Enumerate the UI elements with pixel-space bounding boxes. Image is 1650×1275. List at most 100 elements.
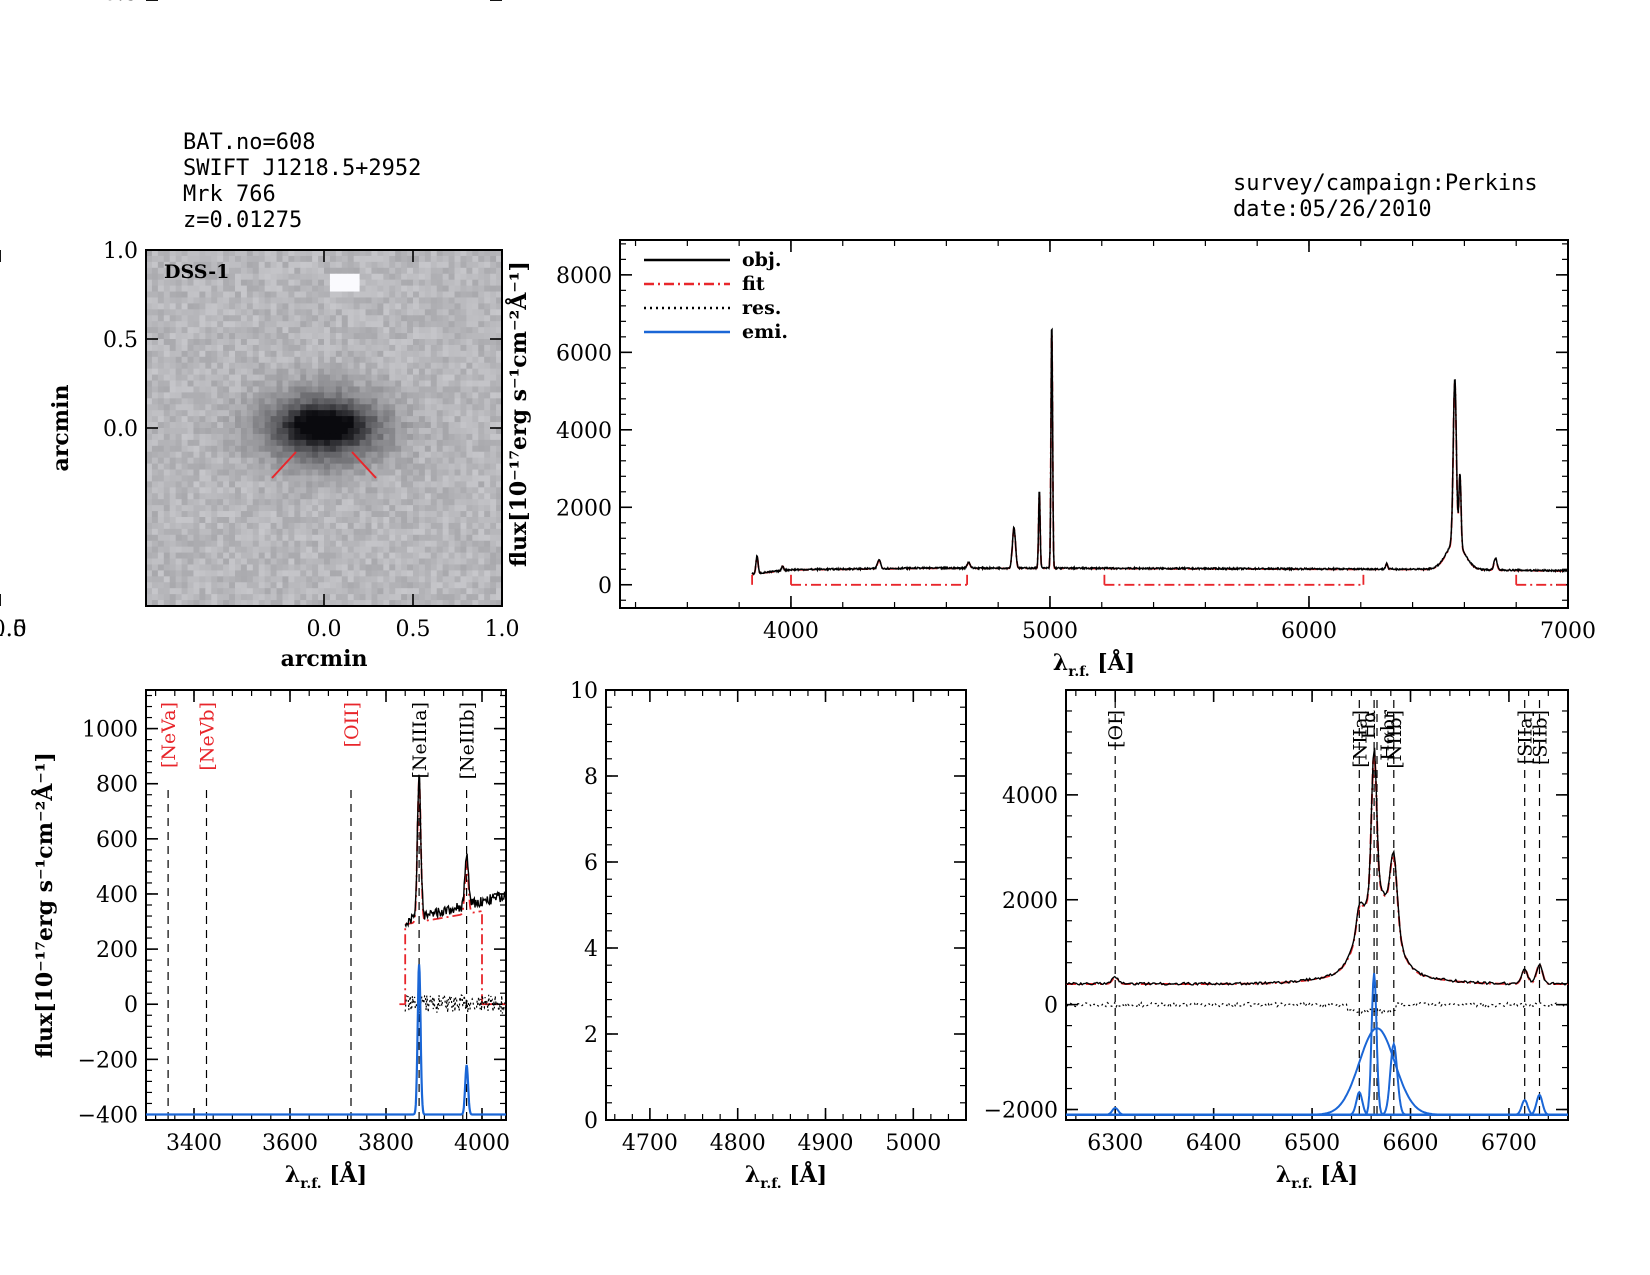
image-pixel — [460, 487, 467, 494]
image-pixel — [181, 552, 188, 559]
image-pixel — [365, 392, 372, 399]
image-pixel — [442, 333, 449, 340]
image-pixel — [235, 517, 242, 524]
image-pixel — [377, 505, 384, 512]
image-pixel — [312, 380, 319, 387]
image-pixel — [430, 297, 438, 304]
image-pixel — [329, 481, 337, 488]
image-pixel — [430, 333, 438, 340]
image-pixel — [163, 356, 171, 364]
image-pixel — [389, 469, 396, 476]
image-pixel — [199, 511, 206, 518]
image-pixel — [448, 416, 455, 423]
image-pixel — [401, 594, 408, 601]
image-pixel — [146, 564, 153, 571]
image-pixel — [229, 570, 236, 577]
image-pixel — [146, 267, 153, 275]
image-pixel — [270, 463, 277, 470]
image-pixel — [430, 582, 438, 589]
image-pixel — [187, 273, 194, 281]
image-pixel — [430, 517, 438, 524]
image-pixel — [389, 273, 396, 281]
image-pixel — [157, 552, 165, 559]
image-pixel — [193, 499, 200, 506]
image-pixel — [407, 451, 414, 459]
image-pixel — [436, 469, 444, 476]
image-pixel — [193, 416, 200, 423]
image-pixel — [169, 445, 177, 453]
image-pixel — [288, 457, 295, 464]
image-pixel — [365, 558, 372, 565]
image-pixel — [335, 522, 343, 530]
image-pixel — [484, 350, 491, 358]
image-pixel — [211, 285, 218, 292]
image-pixel — [460, 255, 467, 263]
image-pixel — [318, 255, 325, 263]
image-pixel — [347, 344, 355, 352]
image-pixel — [193, 457, 200, 464]
image-pixel — [240, 333, 248, 340]
image-pixel — [418, 374, 426, 381]
image-pixel — [383, 451, 390, 459]
image-ytick-label: −0.5 — [85, 0, 138, 6]
image-pixel — [169, 558, 177, 565]
image-pixel — [240, 570, 248, 577]
image-pixel — [496, 546, 503, 553]
image-pixel — [472, 255, 479, 263]
image-pixel — [353, 250, 360, 257]
image-pixel — [264, 528, 271, 536]
image-pixel — [223, 463, 230, 470]
image-pixel — [199, 588, 206, 595]
image-pixel — [335, 540, 343, 548]
image-pixel — [389, 250, 396, 257]
image-pixel — [472, 511, 479, 518]
image-pixel — [413, 493, 420, 500]
image-pixel — [258, 594, 266, 601]
image-pixel — [448, 297, 455, 304]
image-pixel — [359, 273, 366, 281]
image-pixel — [359, 374, 366, 381]
image-pixel — [199, 469, 206, 476]
image-pixel — [151, 469, 159, 476]
image-pixel — [181, 255, 188, 263]
image-pixel — [478, 499, 485, 506]
nev-ytick-label: 1000 — [82, 718, 138, 743]
image-pixel — [365, 380, 372, 387]
image-pixel — [448, 255, 455, 263]
image-pixel — [347, 321, 355, 328]
image-pixel — [264, 267, 271, 275]
image-pixel — [235, 398, 242, 405]
image-pixel — [448, 499, 455, 506]
image-pixel — [353, 410, 360, 417]
image-pixel — [300, 564, 307, 571]
image-pixel — [300, 511, 307, 518]
image-pixel — [436, 600, 444, 607]
image-pixel — [389, 463, 396, 470]
image-pixel — [460, 410, 467, 417]
image-pixel — [424, 356, 432, 364]
image-pixel — [466, 475, 473, 482]
image-pixel — [146, 339, 153, 346]
image-pixel — [163, 344, 171, 352]
image-pixel — [246, 499, 254, 506]
image-pixel — [454, 344, 461, 352]
image-pixel — [229, 386, 236, 393]
image-pixel — [288, 522, 295, 530]
image-pixel — [401, 528, 408, 536]
image-pixel — [436, 368, 444, 375]
image-pixel — [294, 422, 301, 429]
image-pixel — [205, 398, 212, 405]
image-pixel — [329, 469, 337, 476]
image-pixel — [312, 398, 319, 405]
image-pixel — [395, 404, 402, 411]
image-pixel — [430, 368, 438, 375]
image-pixel — [496, 493, 503, 500]
image-pixel — [371, 552, 378, 559]
image-pixel — [258, 255, 266, 263]
image-pixel — [389, 588, 396, 595]
image-pixel — [264, 445, 271, 453]
image-pixel — [235, 499, 242, 506]
image-pixel — [460, 588, 467, 595]
image-pixel — [223, 511, 230, 518]
image-pixel — [282, 291, 289, 298]
